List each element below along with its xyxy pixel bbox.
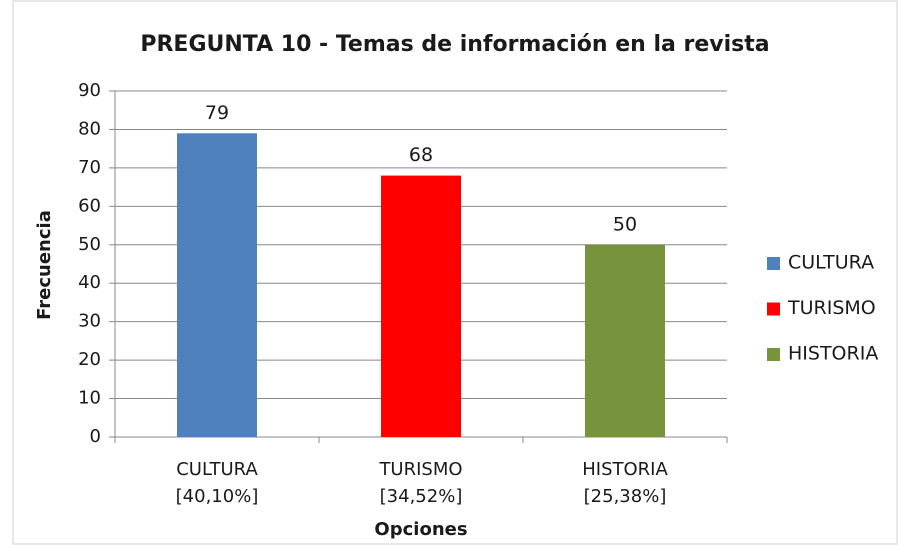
x-tick-share: [40,10%] — [176, 486, 259, 507]
data-label: 79 — [205, 102, 229, 124]
y-tick-label: 40 — [78, 272, 101, 293]
legend-label: TURISMO — [787, 297, 876, 319]
legend-swatch — [767, 257, 780, 270]
legend-swatch — [767, 348, 780, 361]
x-tick-label: HISTORIA — [582, 459, 668, 480]
y-tick-label: 30 — [78, 311, 101, 332]
y-tick-label: 20 — [78, 349, 101, 370]
data-label: 50 — [613, 213, 637, 235]
legend-label: CULTURA — [788, 252, 874, 274]
y-tick-label: 60 — [78, 195, 101, 216]
x-tick-share: [25,38%] — [584, 486, 667, 507]
y-tick-label: 90 — [78, 80, 101, 101]
legend-label: HISTORIA — [788, 343, 878, 365]
bar — [381, 175, 461, 438]
x-tick-label: TURISMO — [378, 459, 462, 480]
y-tick-label: 50 — [78, 234, 101, 255]
y-tick-label: 10 — [78, 388, 101, 409]
chart-title: PREGUNTA 10 - Temas de información en la… — [140, 32, 769, 57]
data-label: 68 — [409, 144, 433, 166]
y-tick-label: 70 — [78, 157, 101, 178]
bar — [585, 244, 665, 437]
y-tick-label: 0 — [90, 426, 101, 447]
y-axis-label: Frecuencia — [34, 210, 55, 320]
legend-swatch — [767, 302, 780, 316]
x-tick-label: CULTURA — [176, 459, 258, 480]
y-tick-label: 80 — [78, 118, 101, 139]
x-tick-share: [34,52%] — [380, 486, 463, 507]
x-axis-label: Opciones — [374, 519, 467, 540]
bar — [177, 133, 257, 438]
